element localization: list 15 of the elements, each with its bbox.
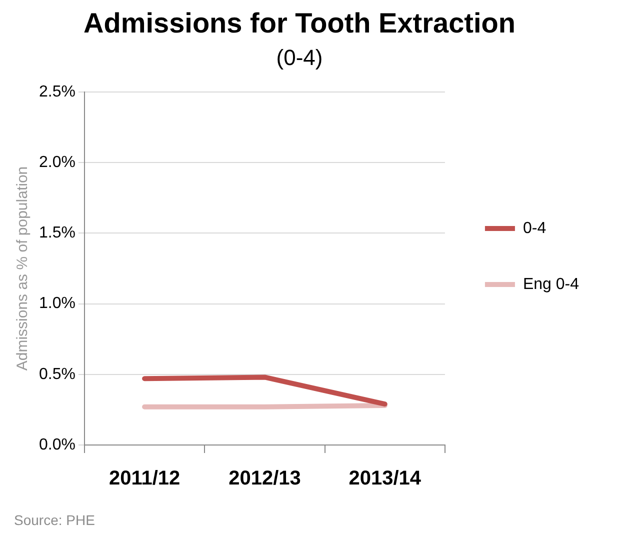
chart-title: Admissions for Tooth Extraction: [84, 8, 516, 39]
x-tick-label: 2013/14: [348, 468, 422, 490]
source-note: Source: PHE: [14, 512, 95, 528]
legend-label: 0-4: [522, 220, 546, 237]
y-tick-label: 2.0%: [39, 154, 76, 172]
chart-subtitle: (0-4): [276, 44, 323, 70]
y-tick-label: 0.0%: [39, 436, 76, 454]
y-tick-label: 1.0%: [39, 295, 76, 312]
legend-label: Eng 0-4: [522, 276, 580, 293]
y-tick-label: 2.5%: [39, 83, 76, 100]
y-tick-label: 1.5%: [39, 224, 76, 242]
x-tick-label: 2012/13: [228, 468, 301, 490]
y-axis-title: Admissions as % of population: [14, 166, 32, 371]
x-tick-label: 2011/12: [108, 468, 180, 490]
y-tick-label: 0.5%: [39, 366, 76, 383]
